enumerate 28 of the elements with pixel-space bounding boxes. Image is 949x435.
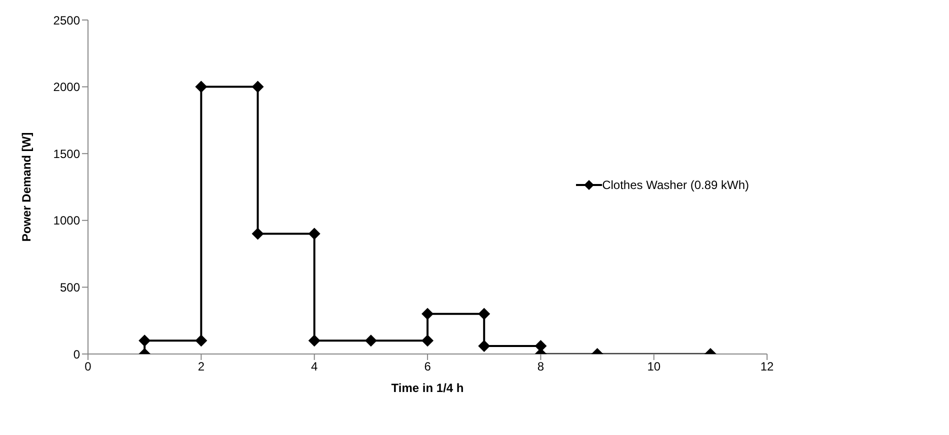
y-tick-label: 2500 xyxy=(53,13,80,28)
point xyxy=(422,334,434,347)
point xyxy=(308,228,320,240)
x-tick-label: 10 xyxy=(647,360,661,374)
point xyxy=(478,340,490,352)
point xyxy=(138,334,151,347)
legend-label: Clothes Washer (0.89 kWh) xyxy=(602,178,749,192)
x-axis-title: Time in 1/4 h xyxy=(391,381,464,395)
point xyxy=(478,308,490,320)
point xyxy=(422,308,434,320)
x-tick-label: 8 xyxy=(537,360,544,374)
y-tick-label: 2000 xyxy=(53,80,80,94)
y-tick-label: 1000 xyxy=(53,214,80,228)
point xyxy=(252,228,264,240)
x-tick-label: 2 xyxy=(198,360,205,374)
x-tick-label: 6 xyxy=(424,360,432,374)
point xyxy=(308,334,320,347)
x-tick-label: 0 xyxy=(84,360,92,374)
y-axis-title: Power Demand [W] xyxy=(19,132,34,242)
x-tick-label: 12 xyxy=(760,360,774,374)
y-tick-label: 0 xyxy=(73,347,80,362)
point xyxy=(252,80,264,93)
point xyxy=(195,334,208,347)
y-tick-label: 500 xyxy=(60,280,80,294)
point xyxy=(195,80,208,93)
point xyxy=(364,334,377,347)
y-tick-label: 1500 xyxy=(53,146,80,161)
x-tick-label: 4 xyxy=(311,360,318,374)
